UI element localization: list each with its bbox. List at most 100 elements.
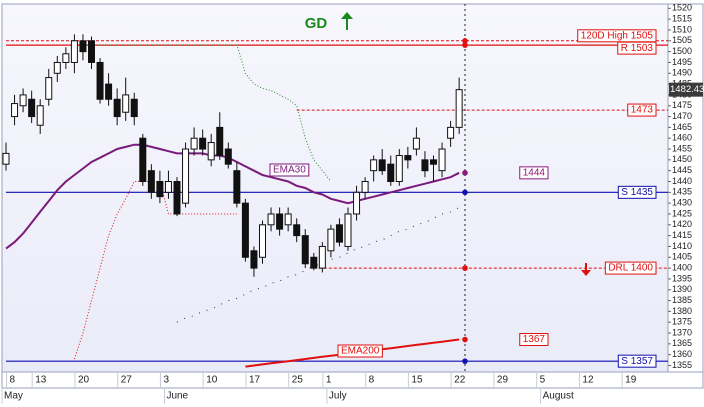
- candle-body: [105, 83, 113, 100]
- x-tick-label: 27: [121, 375, 133, 386]
- down-arrow: [581, 263, 591, 276]
- candle: [199, 129, 207, 156]
- candle-body: [45, 77, 53, 100]
- candle-body: [370, 159, 378, 172]
- candle-body: [327, 228, 335, 252]
- series-label-box: [337, 344, 383, 358]
- x-tick-label: 25: [292, 375, 304, 386]
- y-tick-label: 1405: [672, 252, 692, 262]
- month-label: May: [4, 391, 23, 402]
- candle-body: [378, 159, 386, 172]
- level-label: R 1503: [621, 43, 654, 54]
- level-label: 1473: [631, 105, 654, 116]
- candle-body: [2, 152, 10, 165]
- y-tick-label: 1430: [672, 198, 692, 208]
- candle: [421, 151, 429, 178]
- candle-body: [438, 148, 446, 172]
- level-label: 1367: [523, 334, 546, 345]
- candle-body: [62, 53, 70, 63]
- candle: [164, 170, 172, 199]
- candle: [207, 133, 215, 167]
- candle-body: [395, 155, 403, 183]
- x-tick-label: 12: [582, 375, 594, 386]
- y-tick-label: 1455: [672, 143, 692, 153]
- level-marker: [462, 189, 468, 196]
- candle: [173, 177, 181, 217]
- candle-body: [293, 224, 301, 237]
- candle-body: [430, 159, 437, 165]
- candle: [62, 47, 70, 69]
- candle: [276, 207, 284, 236]
- y-tick-label: 1400: [672, 262, 692, 272]
- level-label: S 1357: [621, 356, 653, 367]
- y-tick-label: 1515: [672, 14, 692, 24]
- x-tick-label: 3: [163, 375, 169, 386]
- candle-body: [276, 213, 284, 230]
- y-tick-label: 1360: [672, 349, 692, 359]
- candle: [105, 73, 113, 106]
- candle-body: [361, 181, 369, 193]
- candle: [387, 155, 395, 186]
- level-marker: [462, 170, 468, 176]
- x-tick-label: 8: [369, 375, 375, 386]
- x-axis-area: [1, 371, 704, 389]
- candle-body: [70, 40, 78, 63]
- candle-body: [284, 213, 292, 226]
- candle: [293, 218, 301, 243]
- y-tick-label: 1450: [672, 154, 692, 164]
- y-tick-label: 1375: [672, 317, 692, 327]
- candle: [250, 246, 258, 277]
- candle-body: [36, 105, 44, 126]
- candle: [233, 162, 241, 208]
- candle-body: [122, 94, 130, 113]
- candle: [361, 177, 369, 199]
- overlay-line: [73, 181, 237, 360]
- candle: [70, 34, 78, 74]
- level-label-box: [627, 103, 657, 117]
- month-label: June: [166, 391, 188, 402]
- last-price-label: 1482.43: [670, 84, 704, 95]
- y-tick-label: 1425: [672, 208, 692, 218]
- candle: [79, 34, 87, 61]
- candle: [241, 198, 249, 262]
- y-tick-label: 1470: [672, 111, 692, 121]
- x-tick-label: 20: [78, 375, 90, 386]
- candle-body: [233, 170, 241, 204]
- y-tick-label: 1395: [672, 273, 692, 283]
- candle-body: [301, 235, 309, 265]
- candle: [455, 77, 463, 134]
- candle-body: [421, 159, 429, 172]
- x-tick-label: 22: [454, 375, 466, 386]
- candle: [327, 224, 335, 258]
- candle-body: [241, 202, 249, 258]
- level-marker: [462, 336, 468, 343]
- candle: [45, 68, 53, 106]
- overlay-line: [5, 143, 460, 250]
- candle: [53, 55, 61, 82]
- y-tick-label: 1390: [672, 284, 692, 294]
- candle: [318, 242, 326, 273]
- x-tick-label: 8: [10, 375, 16, 386]
- x-tick-label: 17: [249, 375, 261, 386]
- candle: [2, 142, 10, 171]
- level-label: DRL 1400: [608, 263, 653, 274]
- candle: [19, 88, 27, 113]
- candle-body: [216, 126, 224, 157]
- overlay-line: [83, 44, 332, 182]
- level-label: 1444: [523, 167, 546, 178]
- candle: [216, 112, 224, 160]
- up-arrow: [341, 12, 353, 30]
- y-tick-label: 1490: [672, 68, 692, 78]
- y-tick-label: 1370: [672, 327, 692, 337]
- candle: [344, 207, 352, 251]
- candle-body: [147, 170, 155, 193]
- chart-title: GD: [305, 15, 328, 32]
- series-label: EMA200: [341, 346, 380, 357]
- candle: [28, 90, 36, 124]
- level-marker: [462, 38, 468, 44]
- x-tick-label: 10: [206, 375, 218, 386]
- candle: [139, 133, 147, 186]
- y-tick-label: 1385: [672, 295, 692, 305]
